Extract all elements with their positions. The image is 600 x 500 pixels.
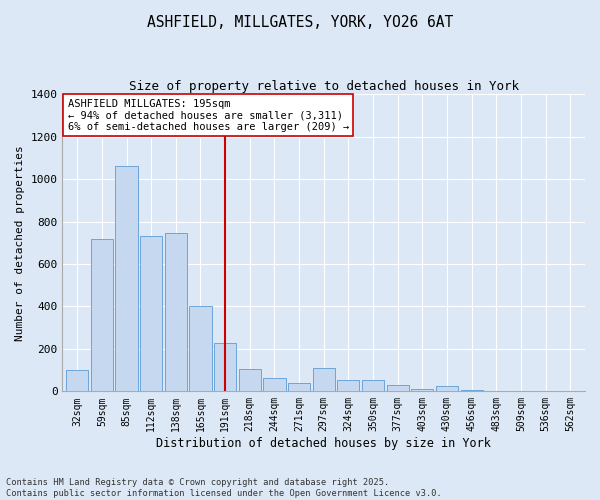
Bar	[461, 390, 483, 392]
Bar	[436, 386, 458, 392]
Bar	[386, 385, 409, 392]
Bar	[66, 370, 88, 392]
Bar	[313, 368, 335, 392]
Text: ASHFIELD, MILLGATES, YORK, YO26 6AT: ASHFIELD, MILLGATES, YORK, YO26 6AT	[147, 15, 453, 30]
Bar	[91, 238, 113, 392]
Bar	[115, 166, 137, 392]
Text: ASHFIELD MILLGATES: 195sqm
← 94% of detached houses are smaller (3,311)
6% of se: ASHFIELD MILLGATES: 195sqm ← 94% of deta…	[68, 98, 349, 132]
Y-axis label: Number of detached properties: Number of detached properties	[15, 145, 25, 340]
Bar	[411, 389, 433, 392]
Bar	[239, 369, 261, 392]
Bar	[190, 306, 212, 392]
Bar	[214, 342, 236, 392]
Bar	[165, 233, 187, 392]
X-axis label: Distribution of detached houses by size in York: Distribution of detached houses by size …	[156, 437, 491, 450]
Bar	[337, 380, 359, 392]
Bar	[288, 383, 310, 392]
Bar	[263, 378, 286, 392]
Title: Size of property relative to detached houses in York: Size of property relative to detached ho…	[129, 80, 519, 93]
Text: Contains HM Land Registry data © Crown copyright and database right 2025.
Contai: Contains HM Land Registry data © Crown c…	[6, 478, 442, 498]
Bar	[362, 380, 384, 392]
Bar	[140, 236, 162, 392]
